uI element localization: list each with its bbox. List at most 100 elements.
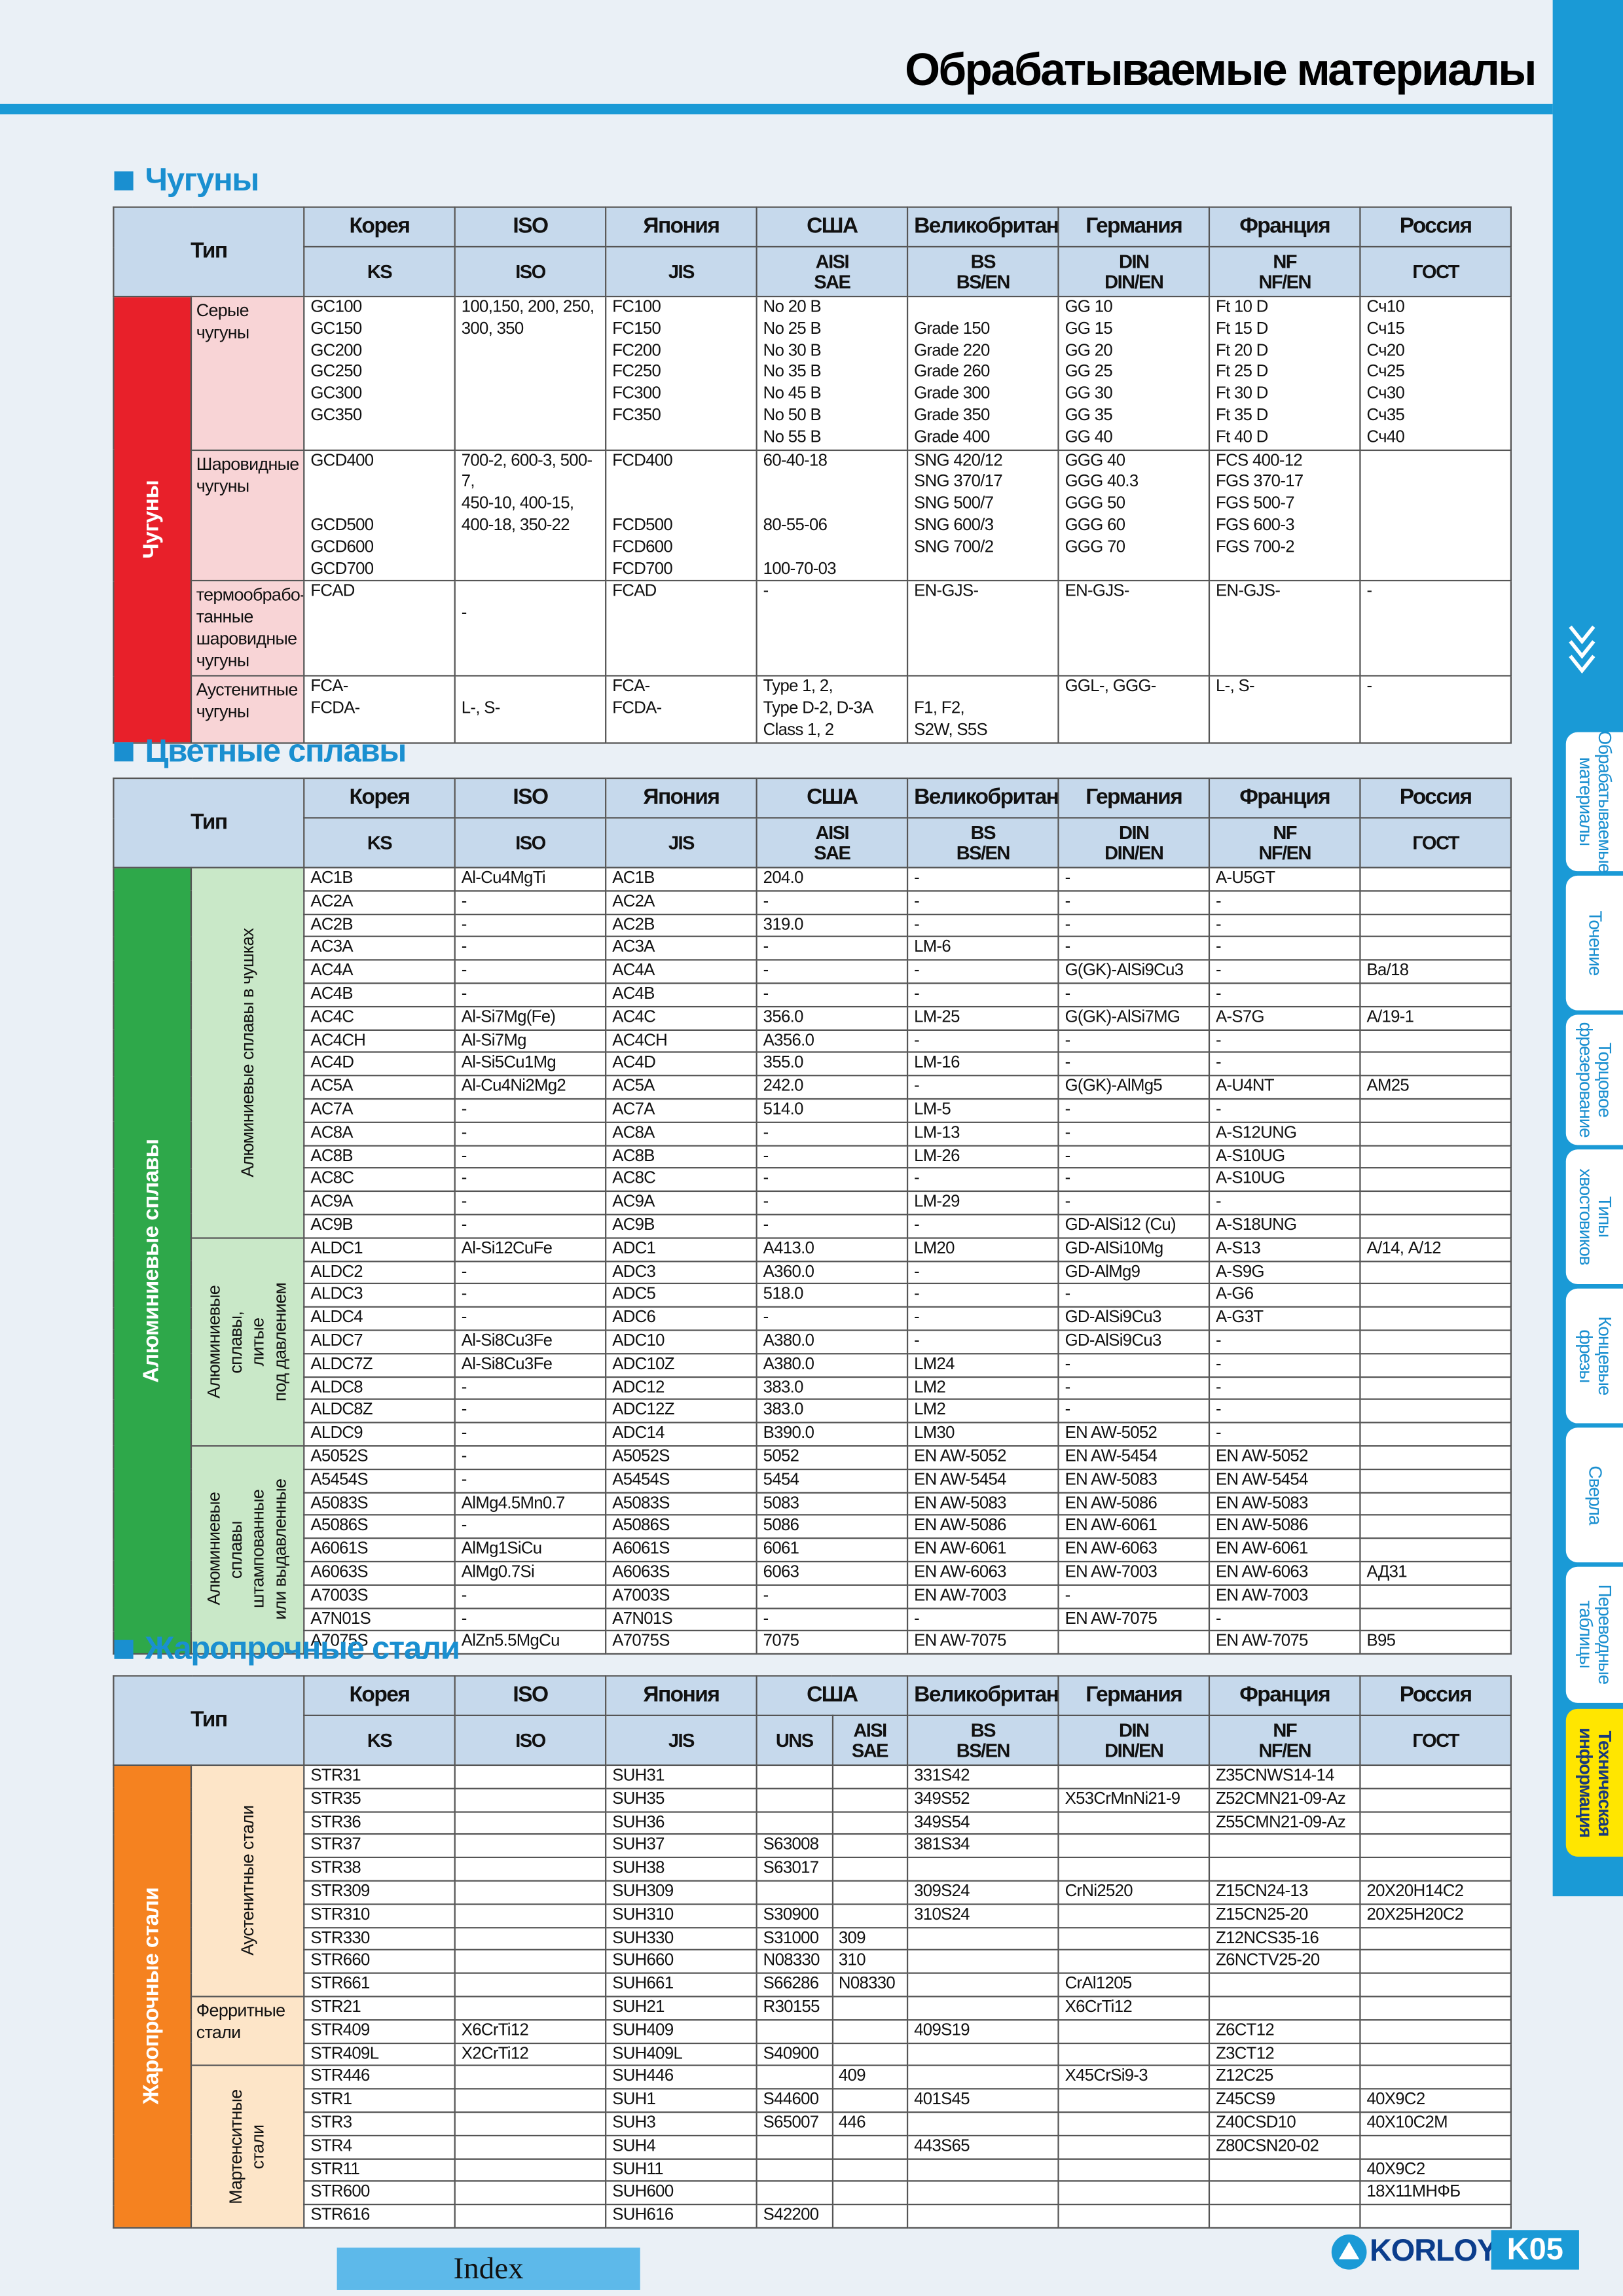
- cell: STR35: [303, 1787, 456, 1812]
- cell: -: [454, 1399, 607, 1424]
- cell: FCD400 FCD500 FCD600 FCD700: [605, 448, 757, 582]
- cell: A6063S: [303, 1560, 456, 1586]
- cell: A6061S: [303, 1537, 456, 1562]
- cell: [454, 1810, 607, 1836]
- cell: [756, 1880, 833, 1905]
- side-tab-label: Концевые фрезы: [1575, 1316, 1615, 1395]
- side-tab[interactable]: Типы хвостовиков: [1565, 1149, 1623, 1285]
- cell: [454, 1926, 607, 1951]
- cell: 700-2, 600-3, 500- 7, 450-10, 400-15, 40…: [454, 448, 607, 582]
- cell: EN-GJS-: [1057, 580, 1211, 677]
- cell: [1359, 1167, 1512, 1193]
- cell: AC4A: [303, 959, 456, 984]
- data-row: ALDC2- ADC3 A360.0- GD-AlMg9 A-S9G: [113, 1260, 1512, 1285]
- cell: [454, 2134, 607, 2159]
- cell: -: [1208, 1375, 1361, 1401]
- cell: [1359, 1833, 1512, 1859]
- table-body: ТипКореяISOЯпонияСШАВеликобританияГерман…: [113, 777, 1512, 1655]
- group-cell: Чугуны: [113, 295, 192, 744]
- cell: A413.0: [756, 1236, 909, 1262]
- cell: A7N01S: [605, 1607, 757, 1632]
- cell: Al-Cu4Ni2Mg2: [454, 1075, 607, 1100]
- cell: [454, 2111, 607, 2136]
- cell: -: [1208, 959, 1361, 984]
- cell: [1057, 1926, 1211, 1951]
- cell: [1359, 936, 1512, 961]
- cell: AC8B: [605, 1144, 757, 1170]
- cell: 5086: [756, 1514, 909, 1539]
- cell: -: [906, 1167, 1059, 1193]
- side-tab[interactable]: Обрабатываемые материалы: [1565, 730, 1623, 872]
- cell: EN AW-5052: [1057, 1422, 1211, 1447]
- subgroup-label: Алюминиевые сплавы в чушках: [236, 928, 257, 1177]
- cell: STR661: [303, 1972, 456, 1998]
- cell: A5083S: [605, 1491, 757, 1516]
- cell: [1208, 1857, 1361, 1882]
- cell: -: [1208, 1422, 1361, 1447]
- side-tab[interactable]: Техническая информация: [1565, 1708, 1623, 1857]
- cell: -: [454, 580, 607, 677]
- data-row: ALDC8Z - ADC12Z 383.0 LM2- -: [113, 1399, 1512, 1424]
- cell: SUH3: [605, 2111, 757, 2136]
- cell: 242.0: [756, 1075, 909, 1100]
- side-tab[interactable]: Переводные таблицы: [1565, 1566, 1623, 1703]
- cell: -: [1057, 1584, 1211, 1609]
- cell: LM24: [906, 1352, 1059, 1378]
- cell: FC100 FC150 FC200 FC250 FC300 FC350: [605, 295, 757, 451]
- cell: AC4D: [605, 1052, 757, 1077]
- cell: A7075S: [605, 1630, 757, 1655]
- cell: AC2B: [605, 913, 757, 938]
- cell: 310: [831, 1949, 909, 1975]
- side-tab[interactable]: Концевые фрезы: [1565, 1288, 1623, 1424]
- cell: [454, 1857, 607, 1882]
- cell: AlMg1SiCu: [454, 1537, 607, 1562]
- cell: -: [454, 1121, 607, 1146]
- cell: STR21: [303, 1996, 456, 2020]
- cell: -: [906, 867, 1059, 891]
- cell: AC4CH: [605, 1028, 757, 1054]
- country-header: Великобритания: [906, 206, 1059, 248]
- cell: AC2A: [303, 889, 456, 915]
- side-tab[interactable]: Сверла: [1565, 1427, 1623, 1563]
- cell: A7003S: [605, 1584, 757, 1609]
- group-label: Жаропрочные стали: [138, 1888, 164, 2106]
- cell: FCAD: [303, 580, 456, 677]
- cell: [1359, 1491, 1512, 1516]
- data-row: STR38 SUH38 S63017: [113, 1857, 1512, 1882]
- cell: 383.0: [756, 1399, 909, 1424]
- data-row: AC3A - AC3A - LM-6- -: [113, 936, 1512, 961]
- cell: A360.0: [756, 1260, 909, 1285]
- cell: 5083: [756, 1491, 909, 1516]
- cell: ALDC7Z: [303, 1352, 456, 1378]
- cell: STR31: [303, 1764, 456, 1789]
- cell: [454, 1972, 607, 1998]
- cell: -: [906, 1329, 1059, 1354]
- cell: EN-GJS-: [906, 580, 1059, 677]
- cell: [756, 2157, 833, 2183]
- cell: AC9B: [303, 1213, 456, 1239]
- table-body: ТипКореяISOЯпонияСШАВеликобританияГерман…: [113, 1675, 1512, 2229]
- subgroup-label: термообрабо- танные шаровидные чугуны: [196, 584, 304, 672]
- cell: STR4: [303, 2134, 456, 2159]
- side-tab[interactable]: Точение: [1565, 875, 1623, 1011]
- cell: 6063: [756, 1560, 909, 1586]
- cell: A5052S: [605, 1444, 757, 1470]
- cell: A5086S: [303, 1514, 456, 1539]
- data-row: STR3 SUH3 S65007 446 Z40CSD10 40Х10С2М: [113, 2111, 1512, 2136]
- cell: -: [1057, 867, 1211, 891]
- data-row: STR616 SUH616 S42200: [113, 2204, 1512, 2229]
- cell: -: [1208, 1191, 1361, 1215]
- cell: L-, S-: [454, 675, 607, 744]
- cell: [906, 2041, 1059, 2067]
- cell: LM-16: [906, 1052, 1059, 1077]
- cell: A-S12UNG: [1208, 1121, 1361, 1146]
- cell: GD-AlSi10Mg: [1057, 1236, 1211, 1262]
- standard-header: BS BS/EN: [906, 245, 1059, 298]
- cell: SUH616: [605, 2204, 757, 2229]
- cell: [1057, 1903, 1211, 1928]
- section-title: Цветные сплавы: [145, 732, 407, 769]
- cell: SNG 420/12 SNG 370/17 SNG 500/7 SNG 600/…: [906, 448, 1059, 582]
- side-tab[interactable]: Торцовое фрезерование: [1565, 1014, 1623, 1145]
- index-button[interactable]: Index: [337, 2248, 640, 2290]
